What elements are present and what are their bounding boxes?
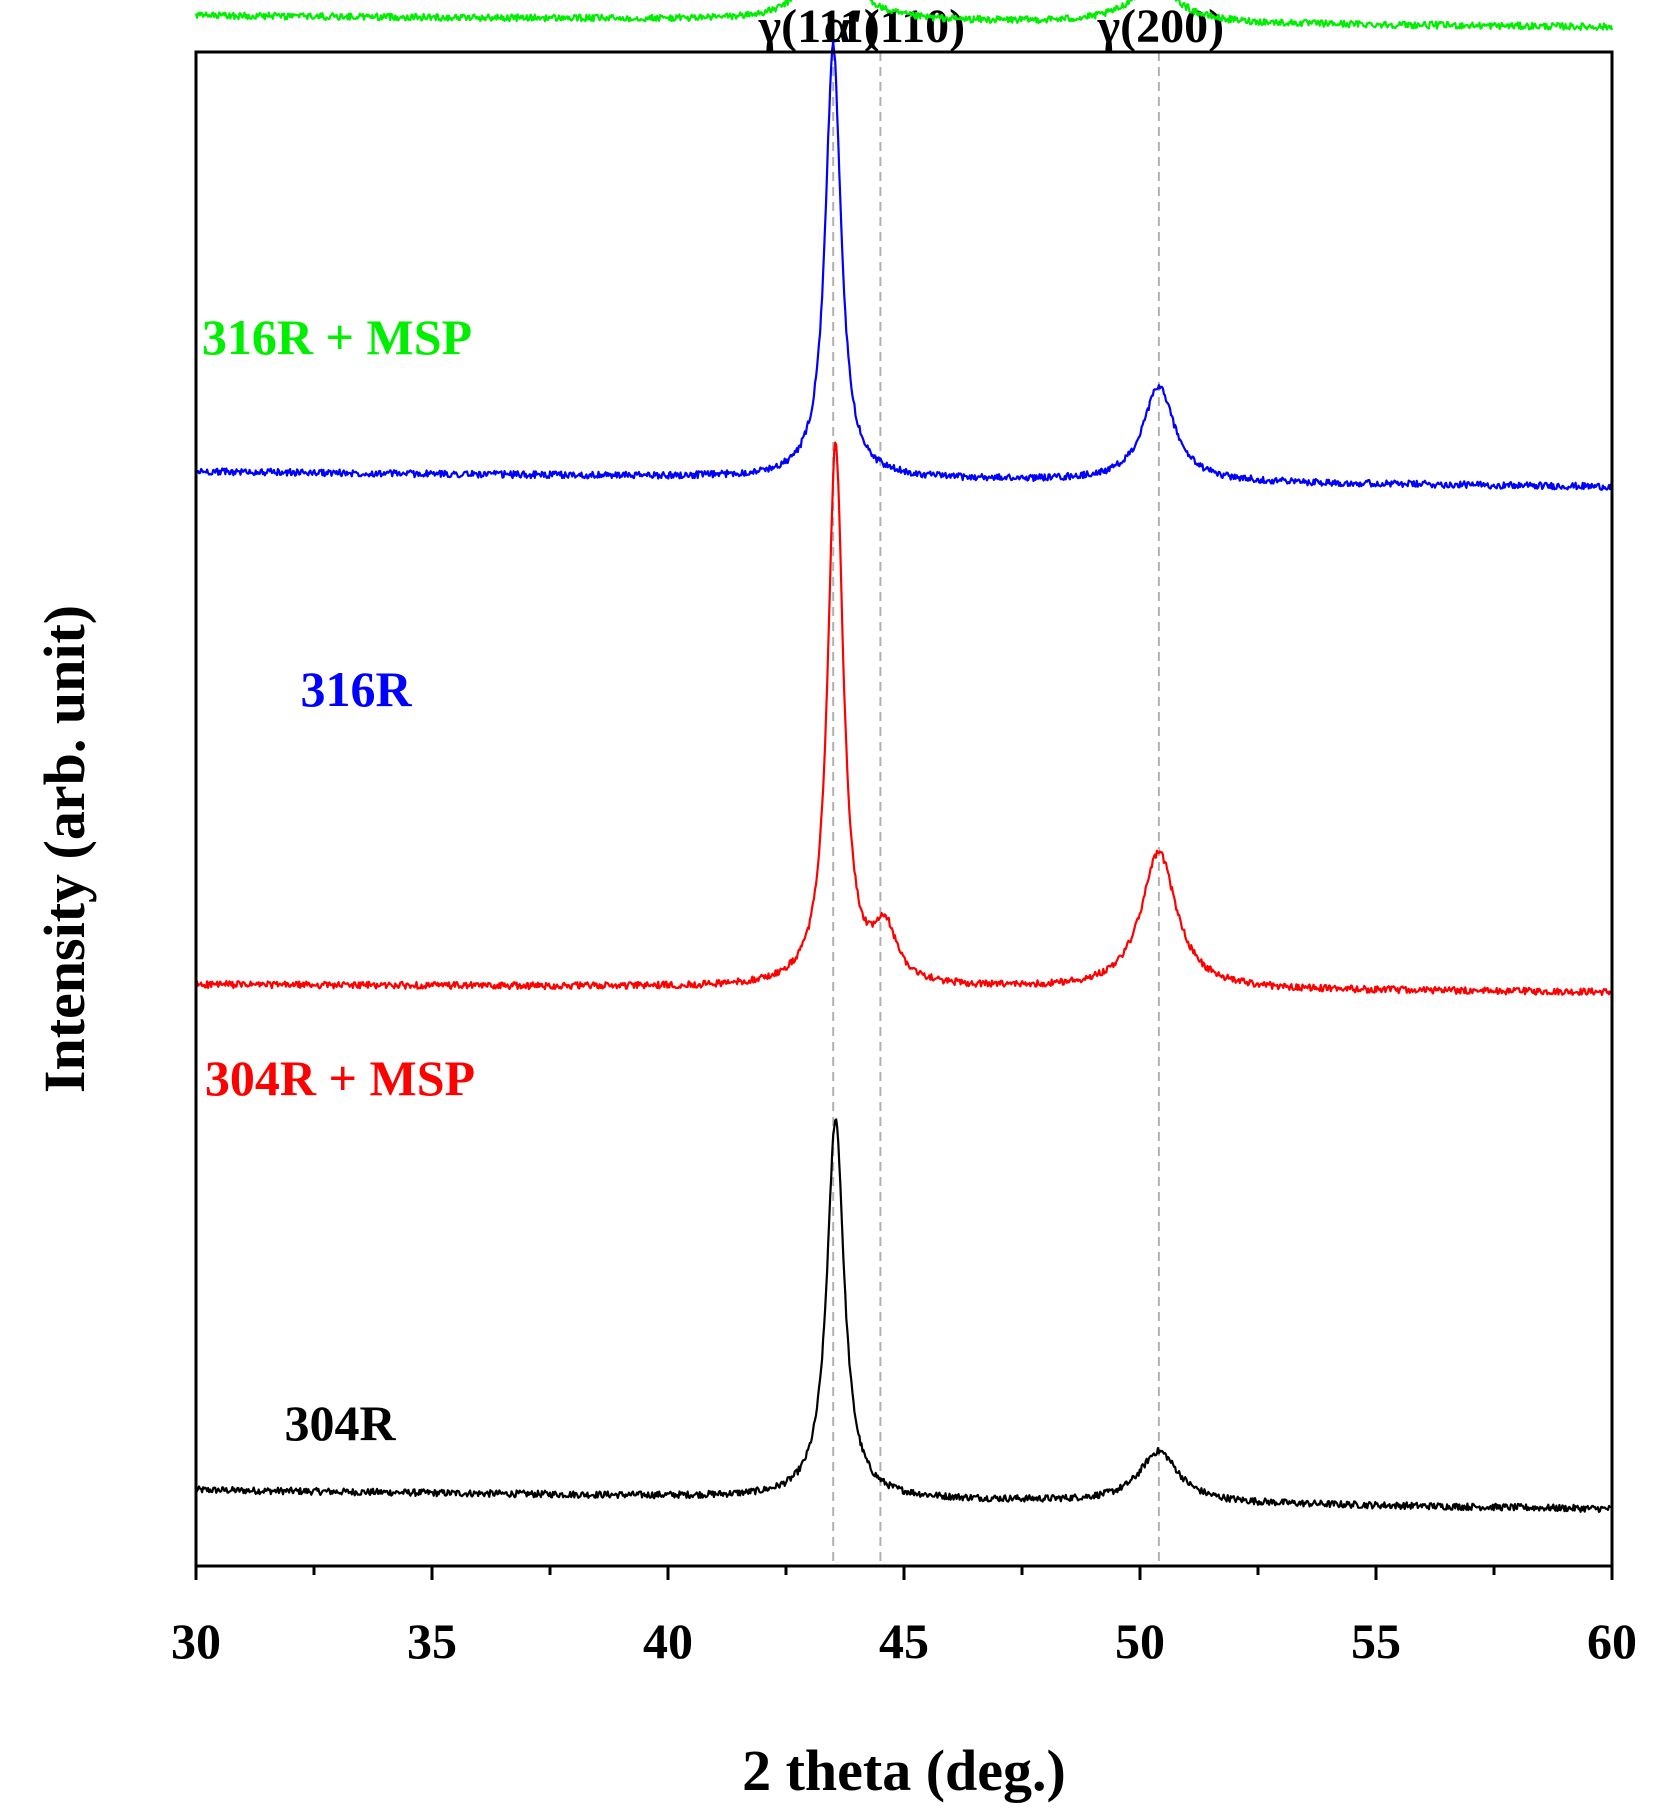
series-line bbox=[194, 0, 1614, 31]
x-tick-label: 55 bbox=[1351, 1613, 1401, 1669]
x-tick-label: 35 bbox=[407, 1613, 457, 1669]
x-tick-label: 30 bbox=[171, 1613, 221, 1669]
series-line bbox=[195, 41, 1614, 491]
peak-label: α'(110) bbox=[824, 0, 965, 53]
peak-label: γ(111) bbox=[758, 0, 880, 53]
series-label: 304R + MSP bbox=[205, 1050, 475, 1106]
x-axis-title: 2 theta (deg.) bbox=[742, 1738, 1066, 1803]
x-tick-label: 60 bbox=[1587, 1613, 1637, 1669]
series-label: 316R + MSP bbox=[202, 309, 472, 365]
peak-labels: γ(111)α'(110) γ(200) bbox=[758, 0, 1224, 53]
series-label: 316R bbox=[300, 661, 412, 717]
y-axis-title: Intensity (arb. unit) bbox=[32, 605, 97, 1093]
series-label: 304R bbox=[284, 1395, 396, 1451]
series-line bbox=[195, 441, 1613, 996]
x-tick-label: 45 bbox=[879, 1613, 929, 1669]
x-axis-ticks: 30 35 40 45 50 55 60 bbox=[171, 1566, 1637, 1669]
x-tick-label: 40 bbox=[643, 1613, 693, 1669]
peak-reference-lines bbox=[832, 52, 1160, 1566]
series-labels: 304R 304R + MSP 316R 316R + MSP bbox=[202, 309, 475, 1451]
plot-frame bbox=[194, 50, 1614, 1568]
series-line bbox=[194, 1118, 1613, 1513]
x-tick-label: 50 bbox=[1115, 1613, 1165, 1669]
series-lines bbox=[194, 0, 1614, 1513]
